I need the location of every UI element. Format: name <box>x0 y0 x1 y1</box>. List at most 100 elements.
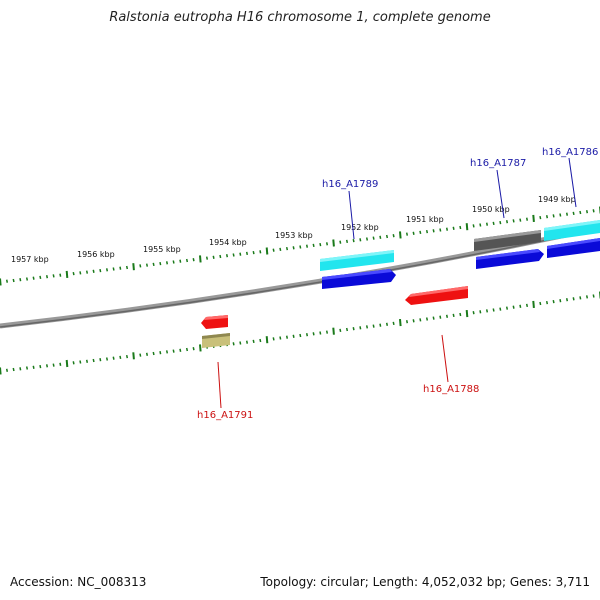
minor-tick <box>425 229 429 234</box>
minor-tick <box>165 261 169 265</box>
minor-tick <box>299 333 302 338</box>
minor-tick <box>445 227 449 231</box>
minor-tick <box>592 209 595 213</box>
minor-tick <box>152 351 155 356</box>
major-tick <box>399 319 402 327</box>
minor-tick <box>365 237 369 241</box>
gene-label-h16-A1786[interactable]: h16_A1786 <box>542 147 598 158</box>
leader-line-h16-A1786 <box>568 157 577 208</box>
gene-label-h16-A1788[interactable]: h16_A1788 <box>423 384 479 395</box>
scale-label-1953: 1953 kbp <box>275 231 313 240</box>
gene-h16-A1791-red[interactable] <box>201 315 228 329</box>
minor-tick <box>39 275 42 280</box>
minor-tick <box>252 339 255 344</box>
minor-tick <box>172 260 175 264</box>
minor-tick <box>259 250 262 254</box>
leader-line-h16-A1787 <box>496 169 505 219</box>
major-tick <box>265 336 269 344</box>
gene-h16-A1786-cyan[interactable] <box>544 220 600 241</box>
minor-tick <box>72 271 75 276</box>
minor-tick <box>359 238 362 242</box>
scale-label-1955: 1955 kbp <box>143 245 181 254</box>
major-tick <box>265 247 269 255</box>
minor-tick <box>272 337 275 341</box>
minor-tick <box>179 259 182 263</box>
minor-tick <box>519 218 522 222</box>
minor-tick <box>385 322 389 326</box>
minor-tick <box>185 258 189 263</box>
scale-label-1950: 1950 kbp <box>472 205 510 214</box>
minor-tick <box>145 263 149 267</box>
gene-h16-A1786-blue[interactable] <box>547 238 600 258</box>
minor-tick <box>112 356 115 360</box>
scale-label-1951: 1951 kbp <box>406 215 444 224</box>
minor-tick <box>479 223 482 227</box>
lower-tick-row <box>0 291 600 375</box>
minor-tick <box>232 253 235 257</box>
gene-h16-A1788-red[interactable] <box>405 286 468 305</box>
minor-tick <box>259 338 262 343</box>
major-tick <box>65 270 69 278</box>
minor-tick <box>165 350 169 354</box>
minor-tick <box>485 222 489 226</box>
minor-tick <box>45 275 49 279</box>
minor-tick <box>5 279 9 283</box>
minor-tick <box>585 295 589 299</box>
minor-tick <box>325 242 329 246</box>
major-tick <box>0 367 2 375</box>
minor-tick <box>592 294 595 298</box>
gene-label-h16-A1787[interactable]: h16_A1787 <box>470 158 526 169</box>
minor-tick <box>419 318 422 322</box>
minor-tick <box>425 317 429 321</box>
gene-label-h16-A1791[interactable]: h16_A1791 <box>197 410 253 421</box>
minor-tick <box>392 234 395 238</box>
minor-tick <box>25 366 29 370</box>
major-tick <box>132 263 135 271</box>
minor-tick <box>385 234 389 239</box>
minor-tick <box>552 299 555 304</box>
minor-tick <box>52 363 55 367</box>
minor-tick <box>499 307 502 311</box>
minor-tick <box>525 217 529 221</box>
minor-tick <box>305 333 309 337</box>
minor-tick <box>32 365 35 369</box>
minor-tick <box>299 245 302 249</box>
gene-h16-A1791-khaki[interactable] <box>202 333 230 348</box>
minor-tick <box>412 231 415 235</box>
gene-h16-A1789-blue[interactable] <box>322 269 396 289</box>
minor-tick <box>245 251 249 256</box>
gene-label-h16-A1789[interactable]: h16_A1789 <box>322 179 378 190</box>
minor-tick <box>19 367 22 371</box>
gene-h16-A1789-cyan[interactable] <box>320 250 394 271</box>
minor-tick <box>539 301 542 306</box>
minor-tick <box>359 326 362 330</box>
minor-tick <box>372 324 375 328</box>
minor-tick <box>192 347 195 351</box>
minor-tick <box>139 264 142 268</box>
major-tick <box>532 214 535 222</box>
minor-tick <box>499 220 502 225</box>
gene-h16-A1787-blue[interactable] <box>476 249 544 269</box>
leader-line-h16-A1788 <box>441 334 449 383</box>
minor-tick <box>319 331 322 335</box>
minor-tick <box>139 353 142 357</box>
gene-h16-A1787-gray[interactable] <box>474 230 541 251</box>
minor-tick <box>579 210 582 215</box>
minor-tick <box>345 327 349 332</box>
minor-tick <box>292 334 295 338</box>
minor-tick <box>379 323 382 327</box>
minor-tick <box>472 224 475 228</box>
minor-tick <box>559 213 562 217</box>
minor-tick <box>205 256 209 260</box>
minor-tick <box>12 367 15 372</box>
minor-tick <box>12 278 15 283</box>
minor-tick <box>439 228 442 232</box>
accession-text: Accession: NC_008313 <box>10 575 147 589</box>
minor-tick <box>59 362 62 366</box>
minor-tick <box>392 321 395 326</box>
minor-tick <box>92 358 95 363</box>
minor-tick <box>185 347 189 352</box>
minor-tick <box>119 266 122 270</box>
minor-tick <box>59 273 62 277</box>
